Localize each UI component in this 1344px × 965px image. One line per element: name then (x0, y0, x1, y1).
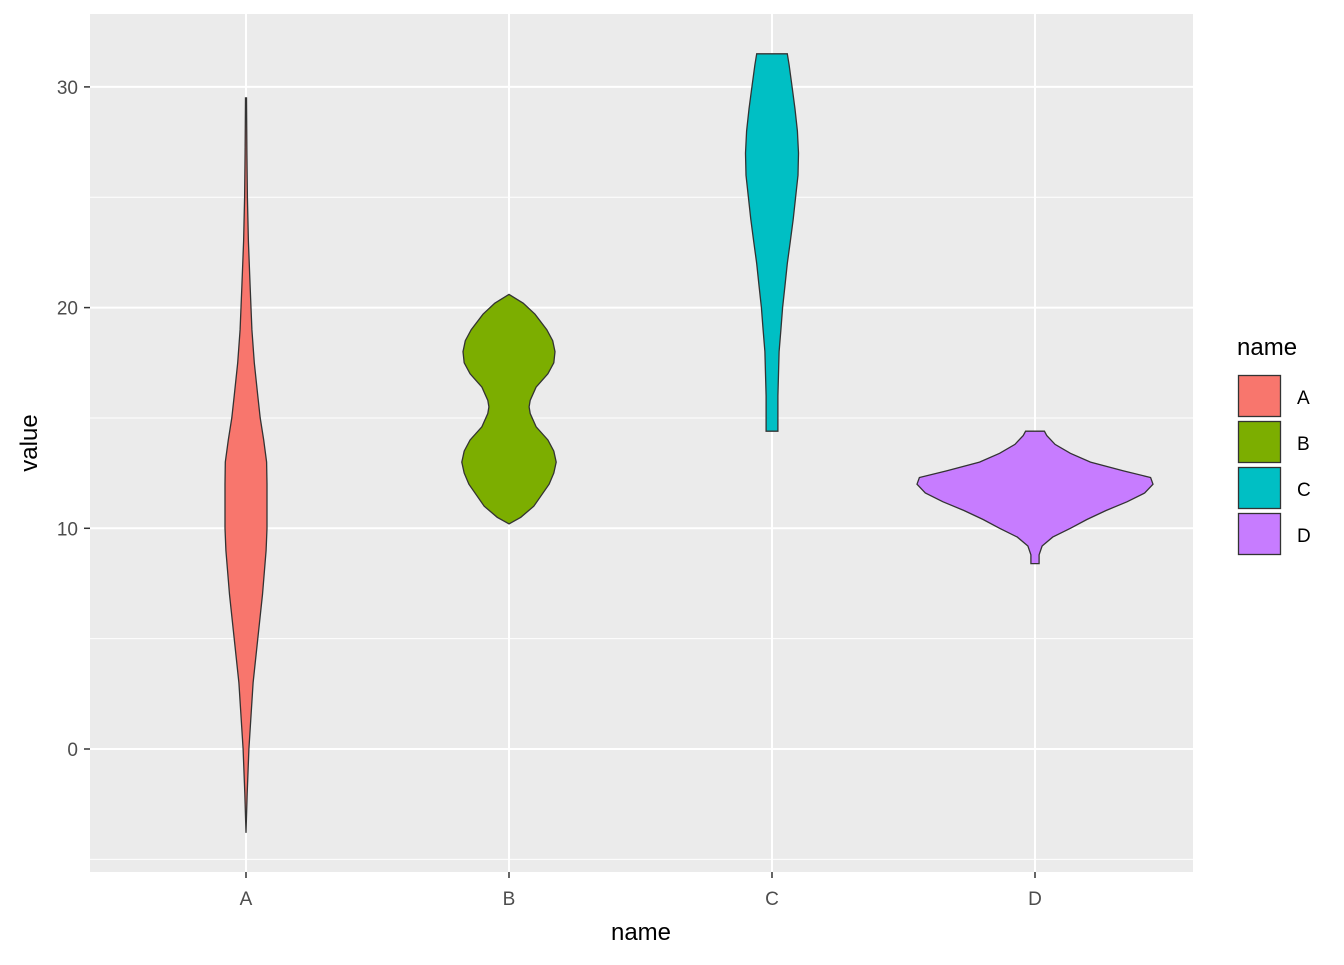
y-axis-title: value (16, 414, 43, 471)
x-tick-label: C (765, 889, 779, 910)
legend-label: B (1297, 434, 1310, 455)
axes: 0 10 20 30 A B C D (57, 78, 1042, 910)
legend-swatch-c (1237, 466, 1282, 510)
violin-b (461, 293, 557, 525)
x-tick-label: D (1028, 889, 1042, 910)
x-tick-label: A (240, 889, 253, 910)
x-tick-label: B (503, 889, 516, 910)
legend-swatch-a (1237, 374, 1282, 418)
violin-d (916, 430, 1154, 565)
legend-label: A (1297, 388, 1310, 409)
y-tick-label: 0 (67, 740, 78, 761)
legend-title: name (1237, 334, 1297, 361)
legend-swatch-d (1237, 512, 1282, 556)
y-tick-label: 20 (57, 299, 78, 320)
violin-a (224, 97, 268, 833)
legend-label: D (1297, 526, 1311, 547)
violins (224, 53, 1154, 833)
x-axis-title: name (611, 919, 671, 946)
plot-panel (90, 14, 1193, 872)
legend-label: C (1297, 480, 1311, 501)
legend: name A B C D (1237, 334, 1311, 556)
y-tick-label: 10 (57, 519, 78, 540)
violin-c (744, 53, 800, 432)
legend-swatch-b (1237, 420, 1282, 464)
y-tick-label: 30 (57, 78, 78, 99)
